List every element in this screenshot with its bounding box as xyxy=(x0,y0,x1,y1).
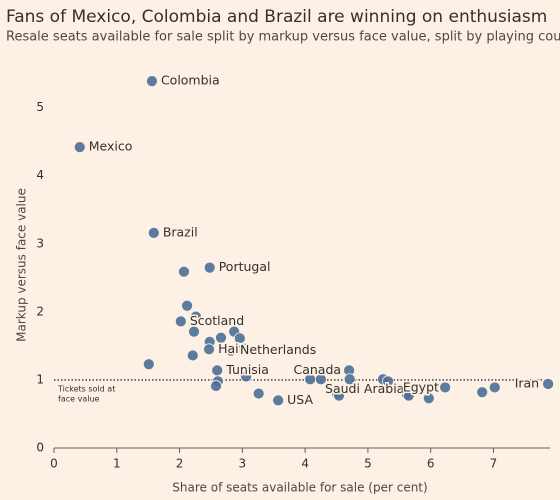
point xyxy=(476,386,489,399)
reference-note: face value xyxy=(58,394,100,403)
point xyxy=(252,387,265,400)
point xyxy=(188,325,200,338)
point xyxy=(402,389,415,402)
point xyxy=(146,75,158,88)
point-label: Egypt xyxy=(403,380,439,395)
x-tick-label: 1 xyxy=(113,457,121,471)
point xyxy=(186,349,199,362)
point xyxy=(225,344,237,357)
y-axis-label: Markup versus face value xyxy=(15,188,29,342)
x-tick-label: 7 xyxy=(490,457,498,471)
point-label: Saudi Arabia xyxy=(325,381,404,396)
point-label: Scotland xyxy=(190,313,244,328)
y-tick-label: 1 xyxy=(36,372,44,386)
x-tick-label: 5 xyxy=(364,457,372,471)
point-label: Portugal xyxy=(219,259,271,274)
point xyxy=(147,226,160,239)
point xyxy=(210,380,222,392)
point xyxy=(488,381,501,394)
point xyxy=(203,261,216,274)
point xyxy=(314,373,327,386)
point-label: Brazil xyxy=(163,224,198,239)
point-label: USA xyxy=(287,392,313,407)
y-tick-label: 3 xyxy=(36,236,44,250)
point xyxy=(333,389,345,402)
x-tick-label: 6 xyxy=(427,457,435,471)
x-tick-label: 2 xyxy=(176,457,184,471)
x-tick-label: 0 xyxy=(50,457,58,471)
point-label: Colombia xyxy=(161,73,220,88)
point xyxy=(343,373,356,386)
point-label: Netherlands xyxy=(240,342,316,357)
point xyxy=(174,315,187,328)
point xyxy=(215,331,227,344)
y-tick-label: 4 xyxy=(36,168,44,182)
point-label: Tunisia xyxy=(225,362,269,377)
x-tick-label: 3 xyxy=(239,457,247,471)
point xyxy=(439,381,452,394)
point xyxy=(542,378,555,390)
chart-subtitle: Resale seats available for sale split by… xyxy=(6,30,560,45)
point xyxy=(240,370,253,383)
y-tick-label: 0 xyxy=(36,441,44,455)
point-label: Haiti xyxy=(218,341,247,356)
x-tick-label: 4 xyxy=(301,457,309,471)
point xyxy=(422,392,435,405)
reference-note: Tickets sold at xyxy=(57,384,115,393)
chart-title: Fans of Mexico, Colombia and Brazil are … xyxy=(6,7,547,27)
point xyxy=(203,343,215,356)
x-axis-label: Share of seats available for sale (per c… xyxy=(172,481,427,495)
point-label: Iran xyxy=(515,376,539,391)
y-tick-label: 2 xyxy=(36,304,44,318)
point xyxy=(211,364,224,377)
point xyxy=(181,299,194,312)
point xyxy=(73,141,86,154)
point xyxy=(178,265,190,278)
point xyxy=(189,310,202,323)
point xyxy=(382,375,394,388)
point-label: Canada xyxy=(294,362,342,377)
point xyxy=(233,332,246,345)
y-tick-label: 5 xyxy=(36,100,44,114)
point xyxy=(272,394,285,407)
point-label: Mexico xyxy=(89,139,133,154)
point xyxy=(142,358,155,371)
